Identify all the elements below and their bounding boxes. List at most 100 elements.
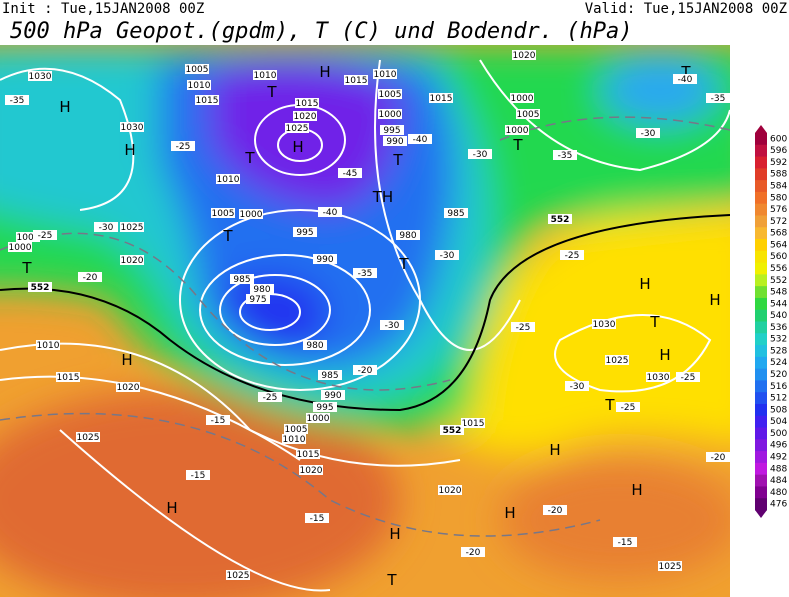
label-box — [94, 222, 118, 232]
label-box — [468, 149, 492, 159]
label-box — [318, 370, 342, 380]
label-box — [646, 372, 670, 382]
colorbar-label: 520 — [770, 370, 787, 380]
temperature-label: -25 — [681, 373, 696, 383]
temperature-label: -40 — [678, 75, 693, 85]
temperature-label: -35 — [558, 151, 573, 161]
colorbar-segment — [755, 156, 767, 169]
label-box — [78, 272, 102, 282]
pressure-system: H — [319, 63, 330, 81]
colorbar-label: 552 — [770, 276, 787, 286]
label-box — [516, 109, 540, 119]
label-box — [676, 372, 700, 382]
label-box — [296, 449, 320, 459]
isobar-label: 1030 — [593, 320, 616, 330]
isobar-label: 980 — [253, 285, 270, 295]
isobar-label: 995 — [316, 403, 333, 413]
colorbar-segment — [755, 380, 767, 393]
colorbar-label: 480 — [770, 488, 787, 498]
colorbar-segment — [755, 451, 767, 464]
isobar-label: 1030 — [121, 123, 144, 133]
colorbar-label: 488 — [770, 464, 787, 474]
label-box — [461, 418, 485, 428]
colorbar-label: 588 — [770, 170, 787, 180]
temperature-label: -30 — [385, 321, 400, 331]
label-box — [438, 485, 462, 495]
colorbar-segment — [755, 180, 767, 193]
temperature-label: -30 — [641, 129, 656, 139]
colorbar-label: 584 — [770, 182, 787, 192]
label-box — [76, 432, 100, 442]
colorbar-label: 484 — [770, 476, 787, 486]
colorbar-label: 568 — [770, 229, 787, 239]
isobar-label: 1005 — [285, 425, 308, 435]
552-contour — [0, 214, 730, 412]
label-box — [512, 50, 536, 60]
label-box — [246, 294, 270, 304]
temperature-label: -20 — [466, 548, 481, 558]
colorbar-segment — [755, 286, 767, 299]
label-box — [195, 95, 219, 105]
colorbar-segment — [755, 309, 767, 322]
init-time: Init : Tue,15JAN2008 00Z — [2, 1, 204, 17]
label-box — [592, 319, 616, 329]
pressure-system: T — [680, 63, 691, 81]
label-box — [120, 122, 144, 132]
label-box — [353, 268, 377, 278]
colorbar-label: 560 — [770, 252, 787, 262]
label-box — [187, 80, 211, 90]
colorbar-segment — [755, 321, 767, 334]
colorbar-label: 540 — [770, 311, 787, 321]
label-box — [250, 284, 274, 294]
colorbar-segment — [755, 486, 767, 499]
pressure-system: T — [512, 136, 523, 154]
isobar-label: 1030 — [29, 72, 52, 82]
isobar-label: 1020 — [300, 466, 323, 476]
colorbar-label: 548 — [770, 288, 787, 298]
isobar-label: 1015 — [462, 419, 485, 429]
temperature-label: -35 — [10, 96, 25, 106]
pressure-system: T — [21, 259, 32, 277]
isobar-label: 1000 — [9, 243, 32, 253]
pressure-system: T — [649, 313, 660, 331]
temperature-label: -30 — [440, 251, 455, 261]
isobar-label: 995 — [383, 126, 400, 136]
colorbar-segment — [755, 250, 767, 264]
label-box — [616, 402, 640, 412]
label-box — [613, 537, 637, 547]
label-box — [186, 470, 210, 480]
isobar-label: 1000 — [506, 126, 529, 136]
colorbar-label: 512 — [770, 394, 787, 404]
colorbar-segment — [755, 203, 767, 216]
label-box — [440, 425, 464, 435]
isobar-label: 1015 — [297, 450, 320, 460]
temperature-label: -15 — [211, 416, 226, 426]
label-box — [313, 254, 337, 264]
label-box — [435, 250, 459, 260]
colorbar-segment — [755, 439, 767, 452]
isobar-label: 1010 — [283, 435, 306, 445]
colorbar-label: 528 — [770, 346, 787, 356]
colorbar-segment — [755, 462, 767, 476]
colorbar-bottom-arrow — [755, 510, 767, 518]
isobar-label: 1025 — [77, 433, 100, 443]
isobar-label: 1000 — [307, 414, 330, 424]
isobar-label: 975 — [249, 295, 266, 305]
label-box — [299, 465, 323, 475]
label-box — [5, 95, 29, 105]
isobar-label: 1025 — [286, 124, 309, 134]
pressure-system: H — [639, 275, 650, 293]
colorbar-segment — [755, 498, 767, 511]
temperature-label: -20 — [548, 506, 563, 516]
isobar-label: 1025 — [606, 356, 629, 366]
colorbar-segment — [755, 333, 767, 346]
pressure-system: H — [124, 141, 135, 159]
temperature-label: -25 — [263, 393, 278, 403]
isobar-label: 995 — [296, 228, 313, 238]
label-box — [185, 64, 209, 74]
height-label: 552 — [31, 283, 50, 293]
colorbar-segment — [755, 227, 767, 240]
isobar-label: 1025 — [659, 562, 682, 572]
colorbar-label: 532 — [770, 335, 787, 345]
